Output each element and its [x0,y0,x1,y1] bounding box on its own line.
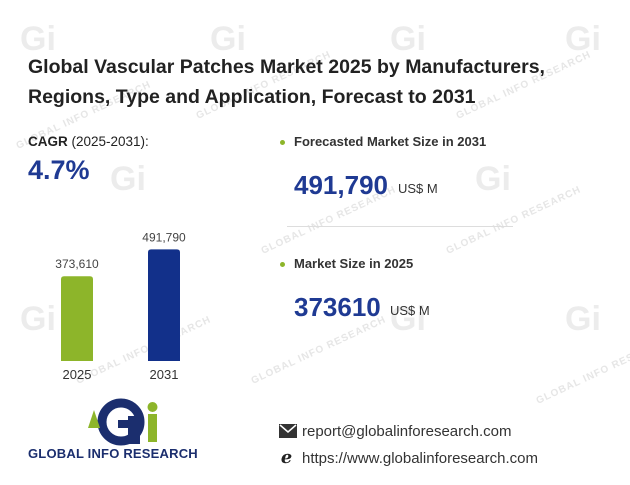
gir-logo-icon [88,398,158,446]
kpi-divider [287,226,513,227]
bar-value-label: 491,790 [142,230,186,244]
email-icon [279,424,297,438]
logo-text: GLOBAL INFO RESEARCH [28,446,198,461]
email-link[interactable]: report@globalinforesearch.com [302,423,512,440]
bar-2031 [148,249,180,361]
cagr-label: CAGR (2025-2031): [28,134,149,149]
kpi-bullet-icon [280,262,285,267]
kpi-forecast-label: Forecasted Market Size in 2031 [294,134,487,149]
bar-2025 [61,276,93,361]
cagr-label-period: (2025-2031): [67,134,149,149]
kpi-bullet-icon [280,140,285,145]
cagr-value: 4.7% [28,155,90,185]
cagr-label-bold: CAGR [28,134,68,149]
x-tick-label: 2031 [150,367,179,382]
kpi-forecast-value: 491,790 [294,170,388,200]
svg-text:e: e [281,449,292,465]
x-tick-label: 2025 [63,367,92,382]
bar-value-label: 373,610 [55,257,99,271]
title-line-2: Regions, Type and Application, Forecast … [28,86,476,108]
kpi-current-value: 373610 [294,292,381,322]
website-link[interactable]: https://www.globalinforesearch.com [302,450,538,467]
page-title: Global Vascular Patches Market 2025 by M… [28,52,618,112]
title-line-1: Global Vascular Patches Market 2025 by M… [28,56,545,78]
kpi-current-unit: US$ M [390,303,430,318]
browser-icon: e [281,449,292,465]
kpi-forecast-unit: US$ M [398,181,438,196]
kpi-current-label: Market Size in 2025 [294,256,414,271]
